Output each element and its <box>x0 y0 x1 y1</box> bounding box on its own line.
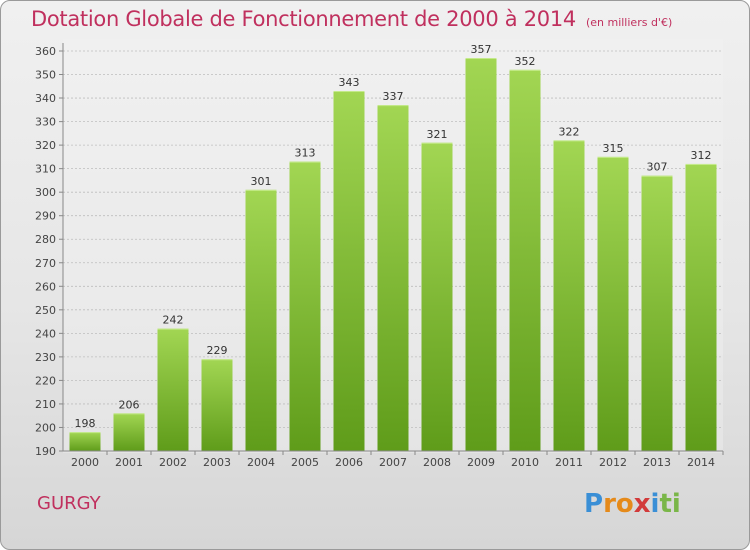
bar-2009 <box>465 58 497 451</box>
y-tick-label: 360 <box>35 45 56 58</box>
bar-2006 <box>333 91 365 451</box>
logo-letter: i <box>650 489 660 519</box>
y-tick-label: 190 <box>35 445 56 458</box>
data-label: 313 <box>295 147 316 160</box>
data-label: 312 <box>691 149 712 162</box>
x-tick-label: 2013 <box>643 456 671 469</box>
y-tick-label: 300 <box>35 186 56 199</box>
y-tick-label: 310 <box>35 163 56 176</box>
commune-name: GURGY <box>37 493 101 514</box>
y-tick-label: 260 <box>35 280 56 293</box>
bar-2011 <box>553 140 585 452</box>
y-tick-label: 330 <box>35 116 56 129</box>
x-tick-label: 2012 <box>599 456 627 469</box>
data-label: 307 <box>647 161 668 174</box>
bar-2014 <box>685 163 717 452</box>
data-label: 229 <box>207 344 228 357</box>
bar-2004 <box>245 189 277 451</box>
logo-letter: x <box>633 489 651 519</box>
data-label: 321 <box>427 128 448 141</box>
data-label: 315 <box>603 142 624 155</box>
logo-letter: t <box>659 489 672 519</box>
x-tick-label: 2008 <box>423 456 451 469</box>
x-tick-label: 2002 <box>159 456 187 469</box>
y-tick-label: 350 <box>35 69 56 82</box>
y-tick-label: 270 <box>35 257 56 270</box>
bar-2013 <box>641 175 673 452</box>
y-tick-label: 220 <box>35 374 56 387</box>
y-tick-label: 280 <box>35 233 56 246</box>
bar-2002 <box>157 328 189 451</box>
x-axis: 2000 2001 2002 2003 2004 2005 2006 2007 2008 2009… <box>63 450 724 469</box>
logo-letter: r <box>603 489 616 519</box>
y-tick-label: 340 <box>35 92 56 105</box>
logo-letter: o <box>615 489 634 519</box>
y-tick-label: 250 <box>35 304 56 317</box>
data-label: 242 <box>163 314 184 327</box>
y-tick-label: 230 <box>35 351 56 364</box>
x-tick-label: 2003 <box>203 456 231 469</box>
x-tick-label: 2009 <box>467 456 495 469</box>
data-label: 322 <box>559 125 580 138</box>
proxiti-logo[interactable]: Proxiti <box>584 489 681 519</box>
data-label: 357 <box>471 43 492 56</box>
data-label: 301 <box>251 175 272 188</box>
y-tick-label: 320 <box>35 139 56 152</box>
x-tick-label: 2005 <box>291 456 319 469</box>
x-tick-label: 2007 <box>379 456 407 469</box>
data-label: 198 <box>75 417 96 430</box>
x-tick-label: 2006 <box>335 456 363 469</box>
data-label: 343 <box>339 76 360 89</box>
y-tick-label: 290 <box>35 210 56 223</box>
x-tick-label: 2001 <box>115 456 143 469</box>
logo-letter: i <box>671 489 681 519</box>
chart-title: Dotation Globale de Fonctionnement de 20… <box>31 7 576 31</box>
y-axis: 190 200 210 220 230 240 250 260 270 280 290 300 310 3… <box>35 43 64 458</box>
bar-2005 <box>289 161 321 451</box>
x-tick-label: 2014 <box>687 456 715 469</box>
x-tick-label: 2000 <box>71 456 99 469</box>
y-tick-label: 210 <box>35 398 56 411</box>
bar-2000 <box>69 432 101 451</box>
data-label: 337 <box>383 90 404 103</box>
bar-2012 <box>597 156 629 451</box>
x-tick-label: 2004 <box>247 456 275 469</box>
data-label: 206 <box>119 398 140 411</box>
y-tick-label: 240 <box>35 327 56 340</box>
logo-letter: P <box>584 489 604 519</box>
x-tick-label: 2010 <box>511 456 539 469</box>
bars: 198 206 242 229 301 313 343 337 321 357 352 322 315 3… <box>69 43 717 452</box>
data-label: 352 <box>515 55 536 68</box>
bar-2001 <box>113 413 145 451</box>
y-tick-label: 200 <box>35 421 56 434</box>
bar-2008 <box>421 142 453 451</box>
title-row: Dotation Globale de Fonctionnement de 20… <box>31 7 672 31</box>
bar-2010 <box>509 69 541 451</box>
x-tick-label: 2011 <box>555 456 583 469</box>
chart-subtitle: (en milliers d'€) <box>585 16 673 29</box>
bar-2003 <box>201 359 233 451</box>
bar-2007 <box>377 105 409 451</box>
